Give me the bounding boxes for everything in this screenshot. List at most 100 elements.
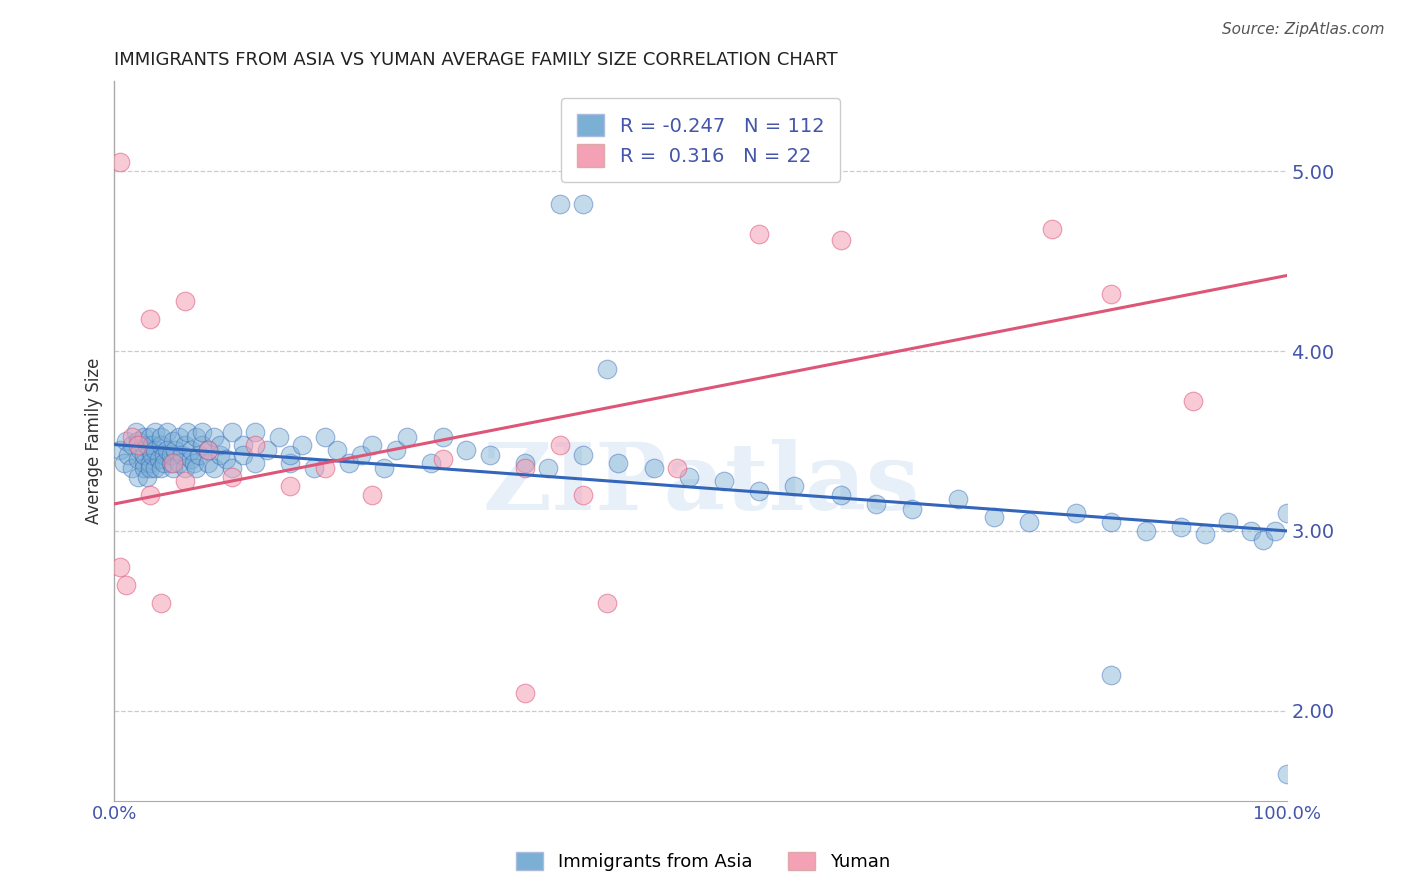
Point — [115, 434, 138, 448]
Point — [132, 449, 155, 463]
Point — [167, 430, 190, 444]
Point — [173, 474, 195, 488]
Point — [191, 437, 214, 451]
Point — [1240, 524, 1263, 538]
Point — [326, 442, 349, 457]
Point — [1181, 394, 1204, 409]
Point — [232, 449, 254, 463]
Point — [115, 578, 138, 592]
Point — [361, 437, 384, 451]
Point — [302, 461, 325, 475]
Point — [1264, 524, 1286, 538]
Point — [197, 456, 219, 470]
Point — [1040, 221, 1063, 235]
Point — [167, 456, 190, 470]
Point — [291, 437, 314, 451]
Point — [1099, 515, 1122, 529]
Point — [1194, 527, 1216, 541]
Point — [162, 461, 184, 475]
Point — [141, 449, 163, 463]
Point — [180, 442, 202, 457]
Point — [136, 437, 159, 451]
Point — [256, 442, 278, 457]
Point — [373, 461, 395, 475]
Point — [314, 430, 336, 444]
Point — [138, 311, 160, 326]
Point — [145, 461, 167, 475]
Point — [548, 196, 571, 211]
Point — [173, 437, 195, 451]
Point — [208, 449, 231, 463]
Point — [572, 488, 595, 502]
Point — [150, 461, 173, 475]
Point — [173, 461, 195, 475]
Point — [607, 456, 630, 470]
Point — [221, 461, 243, 475]
Point — [138, 430, 160, 444]
Point — [129, 442, 152, 457]
Point — [138, 461, 160, 475]
Point — [150, 437, 173, 451]
Point — [278, 456, 301, 470]
Point — [145, 425, 167, 439]
Point — [361, 488, 384, 502]
Point — [1064, 506, 1087, 520]
Point — [432, 452, 454, 467]
Point — [243, 456, 266, 470]
Point — [110, 155, 132, 169]
Point — [127, 452, 149, 467]
Point — [132, 430, 155, 444]
Legend: Immigrants from Asia, Yuman: Immigrants from Asia, Yuman — [509, 845, 897, 879]
Point — [197, 442, 219, 457]
Point — [396, 430, 419, 444]
Point — [138, 488, 160, 502]
Point — [150, 596, 173, 610]
Point — [278, 449, 301, 463]
Point — [713, 474, 735, 488]
Point — [983, 509, 1005, 524]
Point — [1216, 515, 1239, 529]
Text: ZIPatlas: ZIPatlas — [482, 439, 920, 529]
Point — [1275, 766, 1298, 780]
Point — [159, 456, 181, 470]
Point — [176, 425, 198, 439]
Point — [513, 456, 536, 470]
Point — [127, 437, 149, 451]
Y-axis label: Average Family Size: Average Family Size — [86, 358, 103, 524]
Point — [186, 461, 208, 475]
Point — [1251, 533, 1274, 547]
Point — [1018, 515, 1040, 529]
Point — [117, 449, 139, 463]
Point — [232, 437, 254, 451]
Point — [1275, 506, 1298, 520]
Point — [454, 442, 477, 457]
Point — [384, 442, 406, 457]
Point — [156, 442, 179, 457]
Point — [221, 425, 243, 439]
Point — [596, 596, 619, 610]
Point — [165, 442, 187, 457]
Text: Source: ZipAtlas.com: Source: ZipAtlas.com — [1222, 22, 1385, 37]
Point — [202, 430, 225, 444]
Point — [187, 449, 209, 463]
Point — [215, 452, 238, 467]
Point — [243, 437, 266, 451]
Point — [183, 456, 205, 470]
Point — [678, 470, 700, 484]
Point — [145, 442, 167, 457]
Point — [596, 362, 619, 376]
Point — [432, 430, 454, 444]
Point — [243, 425, 266, 439]
Point — [173, 293, 195, 308]
Point — [548, 437, 571, 451]
Point — [900, 502, 922, 516]
Point — [127, 470, 149, 484]
Point — [191, 425, 214, 439]
Point — [162, 456, 184, 470]
Point — [572, 196, 595, 211]
Point — [337, 456, 360, 470]
Point — [783, 479, 806, 493]
Point — [643, 461, 665, 475]
Point — [1135, 524, 1157, 538]
Point — [202, 461, 225, 475]
